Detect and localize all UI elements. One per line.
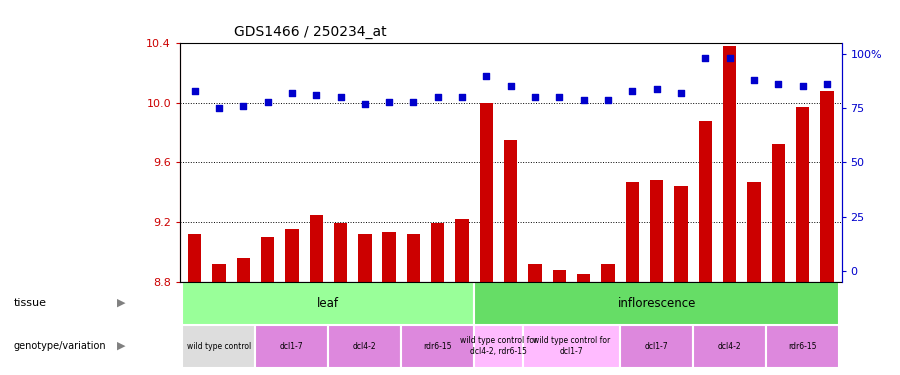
Bar xyxy=(601,264,615,282)
Point xyxy=(212,105,226,111)
Point xyxy=(723,55,737,61)
Bar xyxy=(188,234,202,282)
Point xyxy=(747,77,761,83)
Text: ▶: ▶ xyxy=(117,298,125,308)
Point xyxy=(650,86,664,92)
Bar xyxy=(358,234,372,282)
Text: dcl4-2: dcl4-2 xyxy=(353,342,376,351)
Bar xyxy=(474,325,523,368)
Point xyxy=(284,90,299,96)
Text: dcl1-7: dcl1-7 xyxy=(645,342,669,351)
Bar xyxy=(771,144,785,282)
Bar xyxy=(553,270,566,282)
Bar xyxy=(796,107,809,282)
Bar xyxy=(528,264,542,282)
Bar xyxy=(455,219,469,282)
Bar xyxy=(650,180,663,282)
Bar xyxy=(407,234,420,282)
Text: tissue: tissue xyxy=(14,298,47,308)
Point xyxy=(454,94,469,100)
Bar xyxy=(504,140,518,282)
Point xyxy=(577,96,591,102)
Bar xyxy=(261,237,274,282)
Text: rdr6-15: rdr6-15 xyxy=(424,342,452,351)
Bar xyxy=(401,325,474,368)
Bar xyxy=(285,230,299,282)
Point xyxy=(187,88,202,94)
Point xyxy=(479,73,493,79)
Bar xyxy=(474,282,839,325)
Text: rdr6-15: rdr6-15 xyxy=(788,342,817,351)
Bar xyxy=(480,103,493,282)
Point xyxy=(357,101,372,107)
Bar xyxy=(382,232,396,282)
Bar xyxy=(310,214,323,282)
Point xyxy=(698,55,713,61)
Bar xyxy=(766,325,839,368)
Bar xyxy=(523,325,620,368)
Point xyxy=(553,94,567,100)
Point xyxy=(382,99,396,105)
Point xyxy=(236,103,250,109)
Bar xyxy=(256,325,328,368)
Bar xyxy=(747,182,760,282)
Point xyxy=(430,94,445,100)
Point xyxy=(309,92,323,98)
Text: dcl1-7: dcl1-7 xyxy=(280,342,303,351)
Bar xyxy=(183,325,256,368)
Bar xyxy=(183,282,474,325)
Text: wild type control for
dcl4-2, rdr6-15: wild type control for dcl4-2, rdr6-15 xyxy=(460,336,537,356)
Bar xyxy=(334,224,347,282)
Point xyxy=(601,96,616,102)
Bar xyxy=(328,325,401,368)
Text: ▶: ▶ xyxy=(117,341,125,351)
Text: GDS1466 / 250234_at: GDS1466 / 250234_at xyxy=(234,26,387,39)
Point xyxy=(504,84,518,90)
Bar xyxy=(698,121,712,282)
Point xyxy=(626,88,640,94)
Bar xyxy=(577,274,590,282)
Point xyxy=(820,81,834,87)
Bar xyxy=(237,258,250,282)
Bar xyxy=(674,186,688,282)
Text: inflorescence: inflorescence xyxy=(617,297,696,310)
Point xyxy=(528,94,543,100)
Bar xyxy=(431,224,445,282)
Bar xyxy=(723,46,736,282)
Bar xyxy=(820,91,833,282)
Point xyxy=(406,99,420,105)
Text: wild type control: wild type control xyxy=(187,342,251,351)
Text: leaf: leaf xyxy=(318,297,339,310)
Point xyxy=(674,90,688,96)
Text: dcl4-2: dcl4-2 xyxy=(718,342,742,351)
Point xyxy=(796,84,810,90)
Text: wild type control for
dcl1-7: wild type control for dcl1-7 xyxy=(533,336,610,356)
Text: genotype/variation: genotype/variation xyxy=(14,341,106,351)
Bar xyxy=(626,182,639,282)
Point xyxy=(333,94,347,100)
Point xyxy=(260,99,274,105)
Point xyxy=(771,81,786,87)
Bar xyxy=(693,325,766,368)
Bar xyxy=(620,325,693,368)
Bar xyxy=(212,264,226,282)
